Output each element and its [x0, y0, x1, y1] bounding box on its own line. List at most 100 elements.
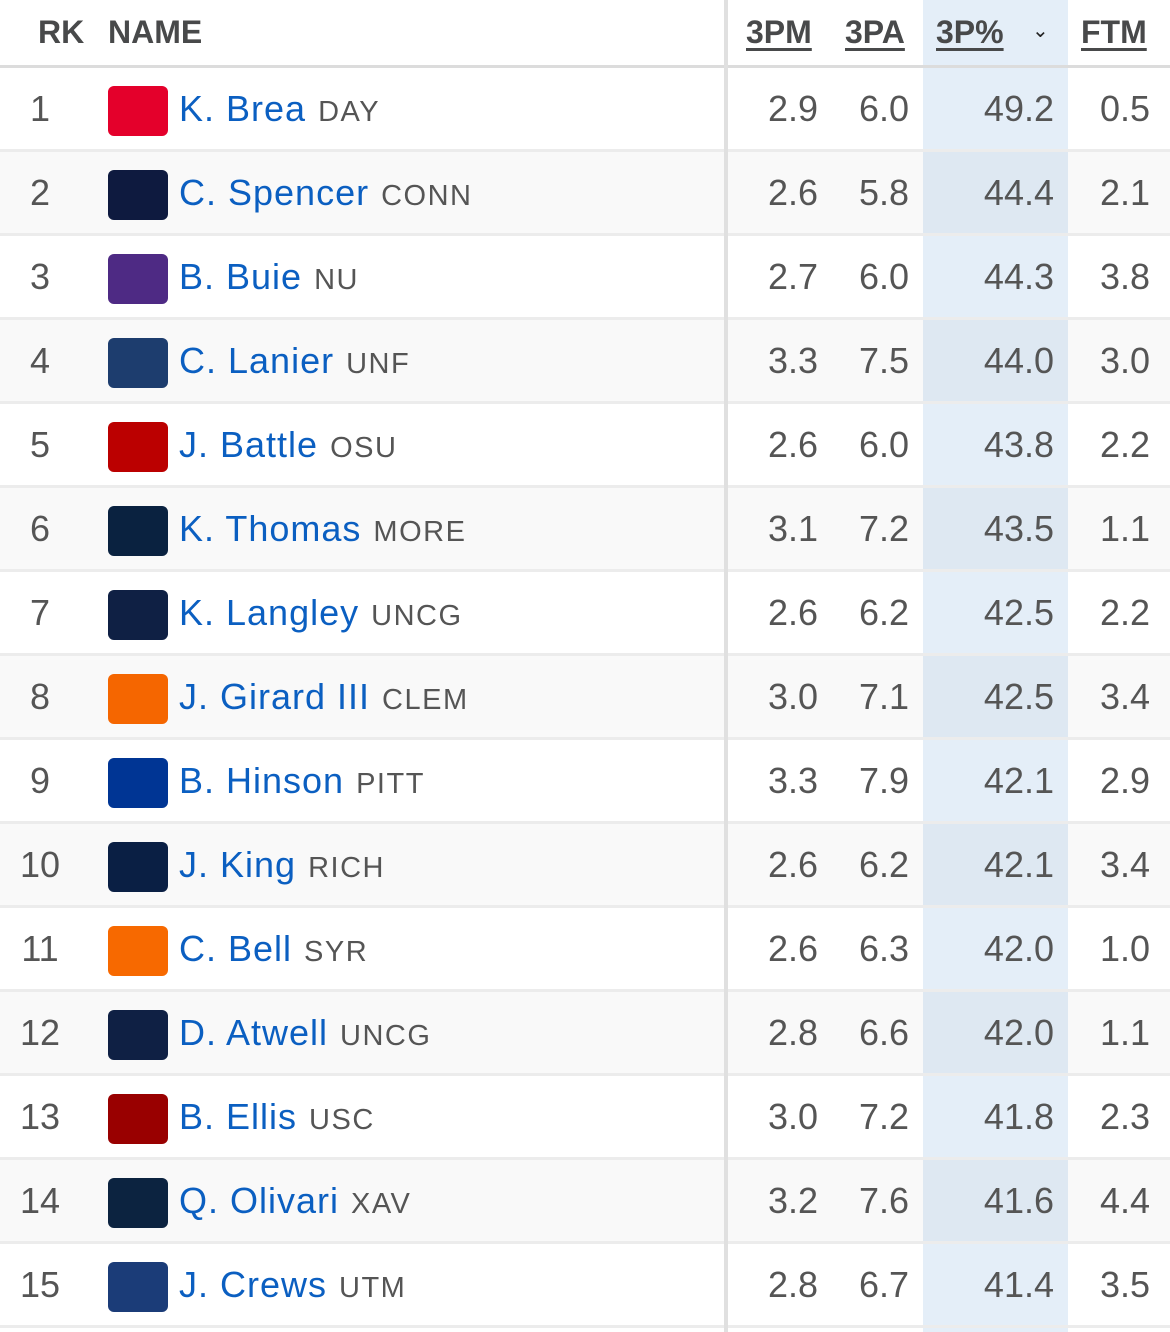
- player-name-link[interactable]: C. Lanier UNF: [179, 340, 410, 382]
- rank: 2: [29, 172, 51, 213]
- stat-ftm: 3.4: [1099, 844, 1150, 885]
- team-abbr: XAV: [351, 1188, 412, 1220]
- player-name[interactable]: Q. Olivari: [179, 1180, 340, 1221]
- stat-3pa: 6.6: [858, 1012, 909, 1053]
- rank: 9: [29, 760, 51, 801]
- player-name-link[interactable]: C. Spencer CONN: [179, 172, 472, 214]
- stat-3pa: 7.9: [858, 760, 909, 801]
- stat-3pa: 6.3: [858, 928, 909, 969]
- table-row: 8 J. Girard III CLEM 3.0 7.1 42.5 3.4: [0, 656, 1170, 740]
- player-name-link[interactable]: K. Brea DAY: [179, 88, 380, 130]
- player-name[interactable]: J. Girard III: [179, 676, 371, 717]
- table-row: 2 C. Spencer CONN 2.6 5.8 44.4 2.1: [0, 152, 1170, 236]
- stat-3pm: 3.3: [767, 760, 818, 801]
- player-name-link[interactable]: K. Thomas MORE: [179, 508, 466, 550]
- stat-ftm: 3.5: [1099, 1264, 1150, 1305]
- team-logo-icon: [108, 1262, 168, 1312]
- header-3pm[interactable]: 3PM: [746, 14, 812, 50]
- stat-3pm: 3.2: [767, 1180, 818, 1221]
- stat-3pa: 7.6: [858, 1180, 909, 1221]
- stat-3p-pct: 42.0: [983, 1012, 1054, 1053]
- stat-3pa: 7.1: [858, 676, 909, 717]
- team-abbr: RICH: [308, 852, 385, 884]
- player-name[interactable]: K. Thomas: [179, 508, 362, 549]
- table-row: 7 K. Langley UNCG 2.6 6.2 42.5 2.2: [0, 572, 1170, 656]
- stat-3pa: 5.8: [858, 172, 909, 213]
- chevron-down-icon[interactable]: ⌄: [1032, 20, 1049, 42]
- header-ftm[interactable]: FTM: [1081, 14, 1147, 50]
- stat-3pm: 2.6: [767, 844, 818, 885]
- player-name-link[interactable]: J. Girard III CLEM: [179, 676, 469, 718]
- team-logo-icon: [108, 170, 168, 220]
- stat-3pm: 2.9: [767, 88, 818, 129]
- header-3p-pct[interactable]: 3P%: [936, 14, 1004, 50]
- stat-3pa: 6.0: [858, 88, 909, 129]
- stat-3pa: 7.5: [858, 340, 909, 381]
- player-name-link[interactable]: C. Bell SYR: [179, 928, 368, 970]
- stat-3pa: 6.2: [858, 844, 909, 885]
- player-name[interactable]: C. Lanier: [179, 340, 335, 381]
- stat-ftm: 2.9: [1099, 760, 1150, 801]
- team-logo-icon: [108, 254, 168, 304]
- player-name-link[interactable]: J. King RICH: [179, 844, 385, 886]
- rank: 8: [29, 676, 51, 717]
- team-abbr: UTM: [339, 1272, 407, 1304]
- rank: 10: [19, 844, 61, 885]
- player-name[interactable]: K. Brea: [179, 88, 307, 129]
- table-row: 3 B. Buie NU 2.7 6.0 44.3 3.8: [0, 236, 1170, 320]
- player-name[interactable]: B. Hinson: [179, 760, 345, 801]
- stat-ftm: 0.5: [1099, 88, 1150, 129]
- player-name[interactable]: B. Ellis: [179, 1096, 298, 1137]
- table-row: 9 B. Hinson PITT 3.3 7.9 42.1 2.9: [0, 740, 1170, 824]
- stat-ftm: 2.2: [1099, 424, 1150, 465]
- team-logo-icon: [108, 1178, 168, 1228]
- sorted-column-highlight: [923, 0, 1068, 1332]
- player-name-link[interactable]: B. Ellis USC: [179, 1096, 375, 1138]
- player-name[interactable]: D. Atwell: [179, 1012, 329, 1053]
- player-name-link[interactable]: B. Buie NU: [179, 256, 359, 298]
- player-name[interactable]: J. Battle: [179, 424, 319, 465]
- player-name-link[interactable]: K. Langley UNCG: [179, 592, 463, 634]
- player-name[interactable]: J. Crews: [179, 1264, 328, 1305]
- stat-3p-pct: 49.2: [983, 88, 1054, 129]
- team-abbr: MORE: [373, 516, 467, 548]
- team-logo-icon: [108, 338, 168, 388]
- stat-3pa: 7.2: [858, 1096, 909, 1137]
- stat-ftm: 2.2: [1099, 592, 1150, 633]
- player-name-link[interactable]: Q. Olivari XAV: [179, 1180, 411, 1222]
- table-row: 10 J. King RICH 2.6 6.2 42.1 3.4: [0, 824, 1170, 908]
- player-name-link[interactable]: B. Hinson PITT: [179, 760, 425, 802]
- player-name-link[interactable]: J. Crews UTM: [179, 1264, 406, 1306]
- stat-3pa: 6.7: [858, 1264, 909, 1305]
- header-name: NAME: [108, 14, 203, 50]
- stat-3pm: 2.8: [767, 1264, 818, 1305]
- player-name[interactable]: J. King: [179, 844, 297, 885]
- header-3pa[interactable]: 3PA: [845, 14, 905, 50]
- stat-ftm: 2.3: [1099, 1096, 1150, 1137]
- rank: 6: [29, 508, 51, 549]
- player-name[interactable]: K. Langley: [179, 592, 360, 633]
- frozen-column-divider: [724, 0, 728, 1332]
- player-name[interactable]: C. Spencer: [179, 172, 370, 213]
- stat-3p-pct: 42.5: [983, 676, 1054, 717]
- team-logo-icon: [108, 1010, 168, 1060]
- team-abbr: SYR: [304, 936, 369, 968]
- player-name-link[interactable]: D. Atwell UNCG: [179, 1012, 431, 1054]
- stat-3p-pct: 42.1: [983, 760, 1054, 801]
- stat-3pm: 2.8: [767, 1012, 818, 1053]
- stat-3p-pct: 42.5: [983, 592, 1054, 633]
- stat-ftm: 3.4: [1099, 676, 1150, 717]
- player-name[interactable]: C. Bell: [179, 928, 293, 969]
- team-abbr: NU: [314, 264, 359, 296]
- team-logo-icon: [108, 506, 168, 556]
- player-name[interactable]: B. Buie: [179, 256, 303, 297]
- stat-3pm: 2.6: [767, 592, 818, 633]
- stat-3p-pct: 44.4: [983, 172, 1054, 213]
- stat-3pm: 2.6: [767, 172, 818, 213]
- team-abbr: USC: [309, 1104, 375, 1136]
- table-row: 5 J. Battle OSU 2.6 6.0 43.8 2.2: [0, 404, 1170, 488]
- player-name-link[interactable]: J. Battle OSU: [179, 424, 397, 466]
- rank: 15: [19, 1264, 61, 1305]
- rank: 13: [19, 1096, 61, 1137]
- table-row: 4 C. Lanier UNF 3.3 7.5 44.0 3.0: [0, 320, 1170, 404]
